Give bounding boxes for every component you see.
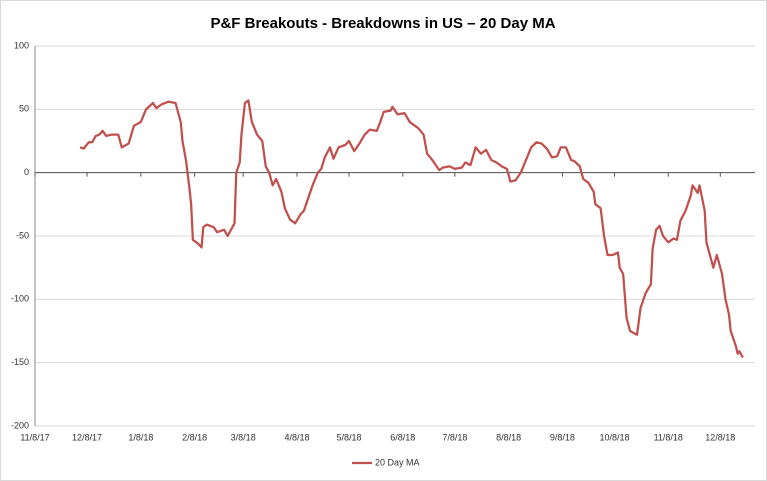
y-tick-label: 50 — [19, 104, 29, 114]
x-tick-label: 8/8/18 — [496, 432, 521, 442]
y-tick-label: 100 — [14, 40, 29, 50]
x-tick-label: 3/8/18 — [231, 432, 256, 442]
y-tick-label: -50 — [16, 230, 29, 240]
x-tick-label: 12/8/17 — [72, 432, 102, 442]
x-tick-label: 1/8/18 — [128, 432, 153, 442]
x-tick-label: 7/8/18 — [442, 432, 467, 442]
y-tick-label: -150 — [11, 357, 29, 367]
data-line — [79, 99, 744, 359]
x-tick-label: 4/8/18 — [284, 432, 309, 442]
x-tick-label: 9/8/18 — [550, 432, 575, 442]
x-tick-label: 10/8/18 — [599, 432, 629, 442]
x-tick-label: 12/8/18 — [705, 432, 735, 442]
legend-label: 20 Day MA — [375, 457, 420, 467]
y-tick-label: -200 — [11, 420, 29, 430]
chart-title: P&F Breakouts - Breakdowns in US – 20 Da… — [210, 15, 555, 32]
x-tick-label: 11/8/18 — [654, 432, 683, 442]
x-tick-label: 6/8/18 — [390, 432, 415, 442]
x-tick-label: 2/8/18 — [182, 432, 207, 442]
y-tick-label: -100 — [11, 294, 29, 304]
x-tick-label: 5/8/18 — [337, 432, 362, 442]
y-tick-label: 0 — [24, 167, 29, 177]
x-tick-label: 11/8/17 — [20, 432, 49, 442]
